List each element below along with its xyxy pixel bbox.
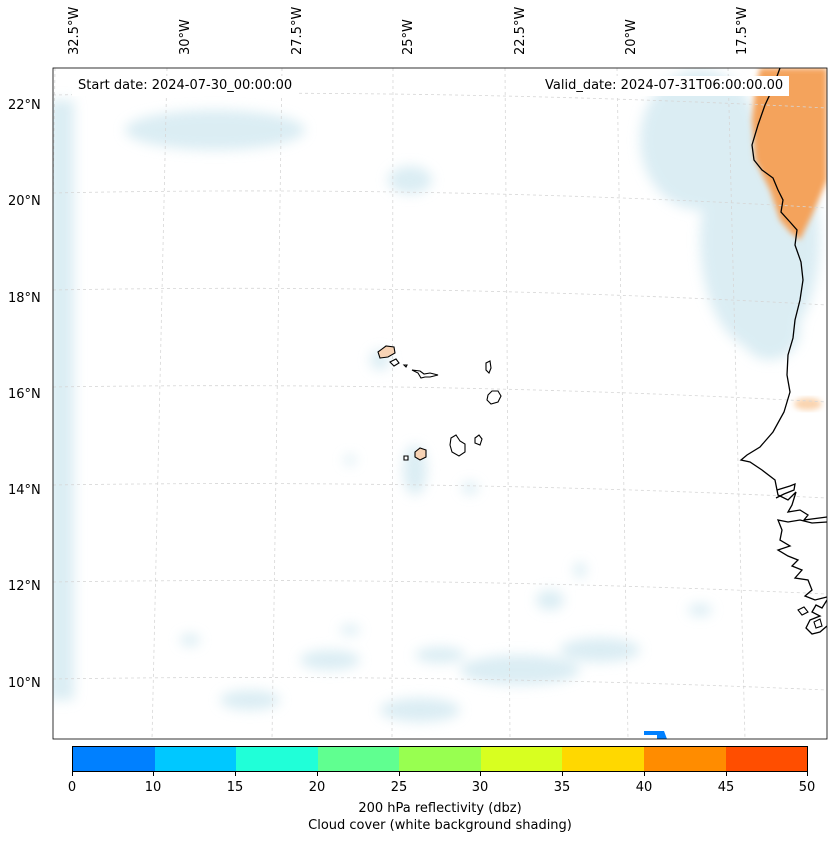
map-frame <box>52 67 828 740</box>
map-area <box>53 68 827 739</box>
colorbar-tickmark <box>726 772 727 776</box>
africa-coastline <box>739 68 827 521</box>
reflectivity-field <box>752 68 827 240</box>
lon-label: 32.5°W <box>67 6 82 55</box>
colorbar <box>72 746 808 772</box>
colorbar-segment <box>317 747 400 771</box>
island-boa-vista <box>486 390 502 405</box>
reflectivity-cell <box>644 731 667 739</box>
island-sao-vicente <box>389 358 400 367</box>
colorbar-subtitle: Cloud cover (white background shading) <box>308 818 572 833</box>
lon-label: 30°W <box>178 19 193 55</box>
colorbar-tick-label: 10 <box>144 780 162 795</box>
island-santo-antao <box>377 345 396 359</box>
lon-label: 20°W <box>624 19 639 55</box>
colorbar-tick-label: 30 <box>471 780 489 795</box>
islands <box>377 345 502 461</box>
island-santa-luzia <box>402 364 408 368</box>
colorbar-segment <box>399 747 481 771</box>
guinea-coast <box>805 599 827 635</box>
colorbar-tick-label: 25 <box>390 780 408 795</box>
colorbar-segment <box>154 747 237 771</box>
colorbar-segment <box>643 747 726 771</box>
lat-label: 14°N <box>8 483 41 498</box>
lon-label: 22.5°W <box>513 6 528 55</box>
lon-label: 17.5°W <box>735 6 750 55</box>
colorbar-tickmark <box>153 772 154 776</box>
colorbar-segment <box>480 747 563 771</box>
guinea-islands <box>797 606 823 629</box>
colorbar-tickmark <box>399 772 400 776</box>
colorbar-tickmark <box>807 772 808 776</box>
guinea-bissau-coast <box>776 519 827 601</box>
lon-label: 27.5°W <box>290 6 305 55</box>
colorbar-segment <box>562 747 644 771</box>
colorbar-tickmark <box>480 772 481 776</box>
colorbar-title: 200 hPa reflectivity (dbz) <box>358 801 522 816</box>
colorbar-tickmark <box>235 772 236 776</box>
colorbar-segment <box>725 747 808 771</box>
colorbar-tickmark <box>562 772 563 776</box>
island-sao-nicolau <box>411 369 439 379</box>
lat-label: 10°N <box>8 676 41 691</box>
gambia-border <box>775 482 796 499</box>
island-sal <box>485 360 492 374</box>
colorbar-tickmark <box>317 772 318 776</box>
island-maio <box>474 434 483 446</box>
colorbar-tick-label: 40 <box>635 780 653 795</box>
lat-label: 18°N <box>8 291 41 306</box>
lat-label: 20°N <box>8 194 41 209</box>
colorbar-tick-label: 20 <box>308 780 326 795</box>
colorbar-tickmark <box>644 772 645 776</box>
colorbar-tick-label: 0 <box>67 780 77 795</box>
island-santiago <box>449 434 466 457</box>
island-brava <box>403 455 409 461</box>
lon-label: 25°W <box>401 19 416 55</box>
lat-label: 12°N <box>8 579 41 594</box>
colorbar-tick-label: 50 <box>798 780 816 795</box>
island-fogo <box>414 447 427 461</box>
start-date-label: Start date: 2024-07-30_00:00:00 <box>72 76 299 96</box>
colorbar-tick-label: 15 <box>226 780 244 795</box>
colorbar-tick-label: 35 <box>553 780 571 795</box>
lat-label: 16°N <box>8 387 41 402</box>
colorbar-segment <box>236 747 318 771</box>
valid-date-label: Valid_date: 2024-07-31T06:00:00.00 <box>539 76 790 96</box>
colorbar-segment <box>73 747 155 771</box>
lat-label: 22°N <box>8 98 41 113</box>
reflectivity-light <box>794 398 822 410</box>
colorbar-tickmark <box>72 772 73 776</box>
colorbar-tick-label: 45 <box>717 780 735 795</box>
